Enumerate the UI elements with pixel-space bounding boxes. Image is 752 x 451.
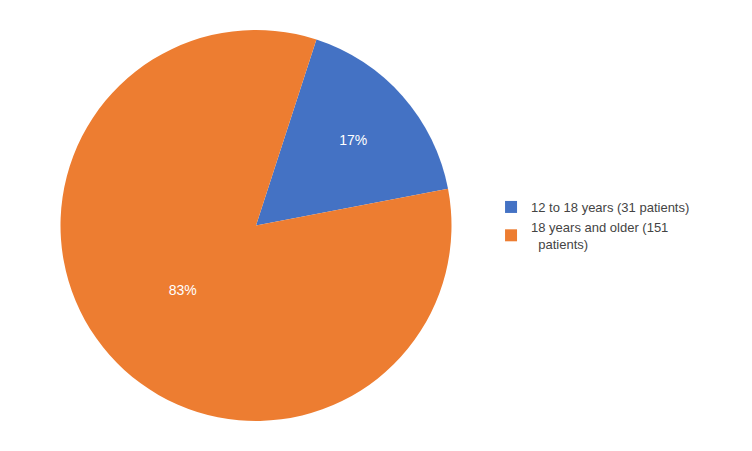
svg-text:12 to 18 years (31 patients): 12 to 18 years (31 patients) bbox=[531, 200, 689, 215]
svg-text:17%: 17% bbox=[339, 132, 367, 148]
svg-text:18 years and older (151 patie: 18 years and older (151 patients) bbox=[531, 220, 668, 252]
svg-text:83%: 83% bbox=[169, 282, 197, 298]
